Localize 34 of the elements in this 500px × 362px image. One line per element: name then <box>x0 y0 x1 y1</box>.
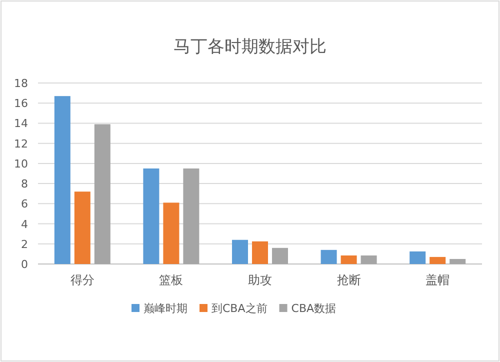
bar <box>340 255 357 264</box>
bar <box>163 202 180 264</box>
y-tick-label: 14 <box>14 117 28 130</box>
y-tick-label: 18 <box>14 77 28 90</box>
y-tick-label: 0 <box>21 258 28 271</box>
bar <box>94 124 110 264</box>
bar <box>252 241 268 264</box>
x-tick-label: 盖帽 <box>426 273 450 287</box>
bar <box>410 251 426 264</box>
y-tick-label: 2 <box>21 238 28 251</box>
bar <box>232 240 248 264</box>
chart-title: 马丁各时期数据对比 <box>174 37 326 57</box>
bar <box>54 96 70 264</box>
y-tick-label: 16 <box>14 97 28 110</box>
y-tick-label: 4 <box>21 218 28 231</box>
bar <box>272 248 288 264</box>
y-tick-label: 8 <box>21 178 28 191</box>
x-tick-label: 篮板 <box>159 273 184 287</box>
legend-label: CBA数据 <box>291 302 336 315</box>
x-tick-label: 助攻 <box>248 273 272 287</box>
bar <box>450 258 466 264</box>
bar <box>320 250 337 264</box>
x-tick-label: 抢断 <box>336 273 361 287</box>
y-tick-label: 12 <box>14 137 28 150</box>
bar <box>74 192 90 264</box>
bar <box>143 168 160 264</box>
legend-label: 到CBA之前 <box>212 302 268 315</box>
bar <box>183 168 200 264</box>
y-tick-label: 6 <box>21 198 28 211</box>
x-tick-label: 得分 <box>70 273 94 287</box>
legend-label: 巅峰时期 <box>144 302 188 315</box>
bar <box>360 255 377 264</box>
bar <box>430 256 446 264</box>
y-tick-label: 10 <box>14 157 28 170</box>
